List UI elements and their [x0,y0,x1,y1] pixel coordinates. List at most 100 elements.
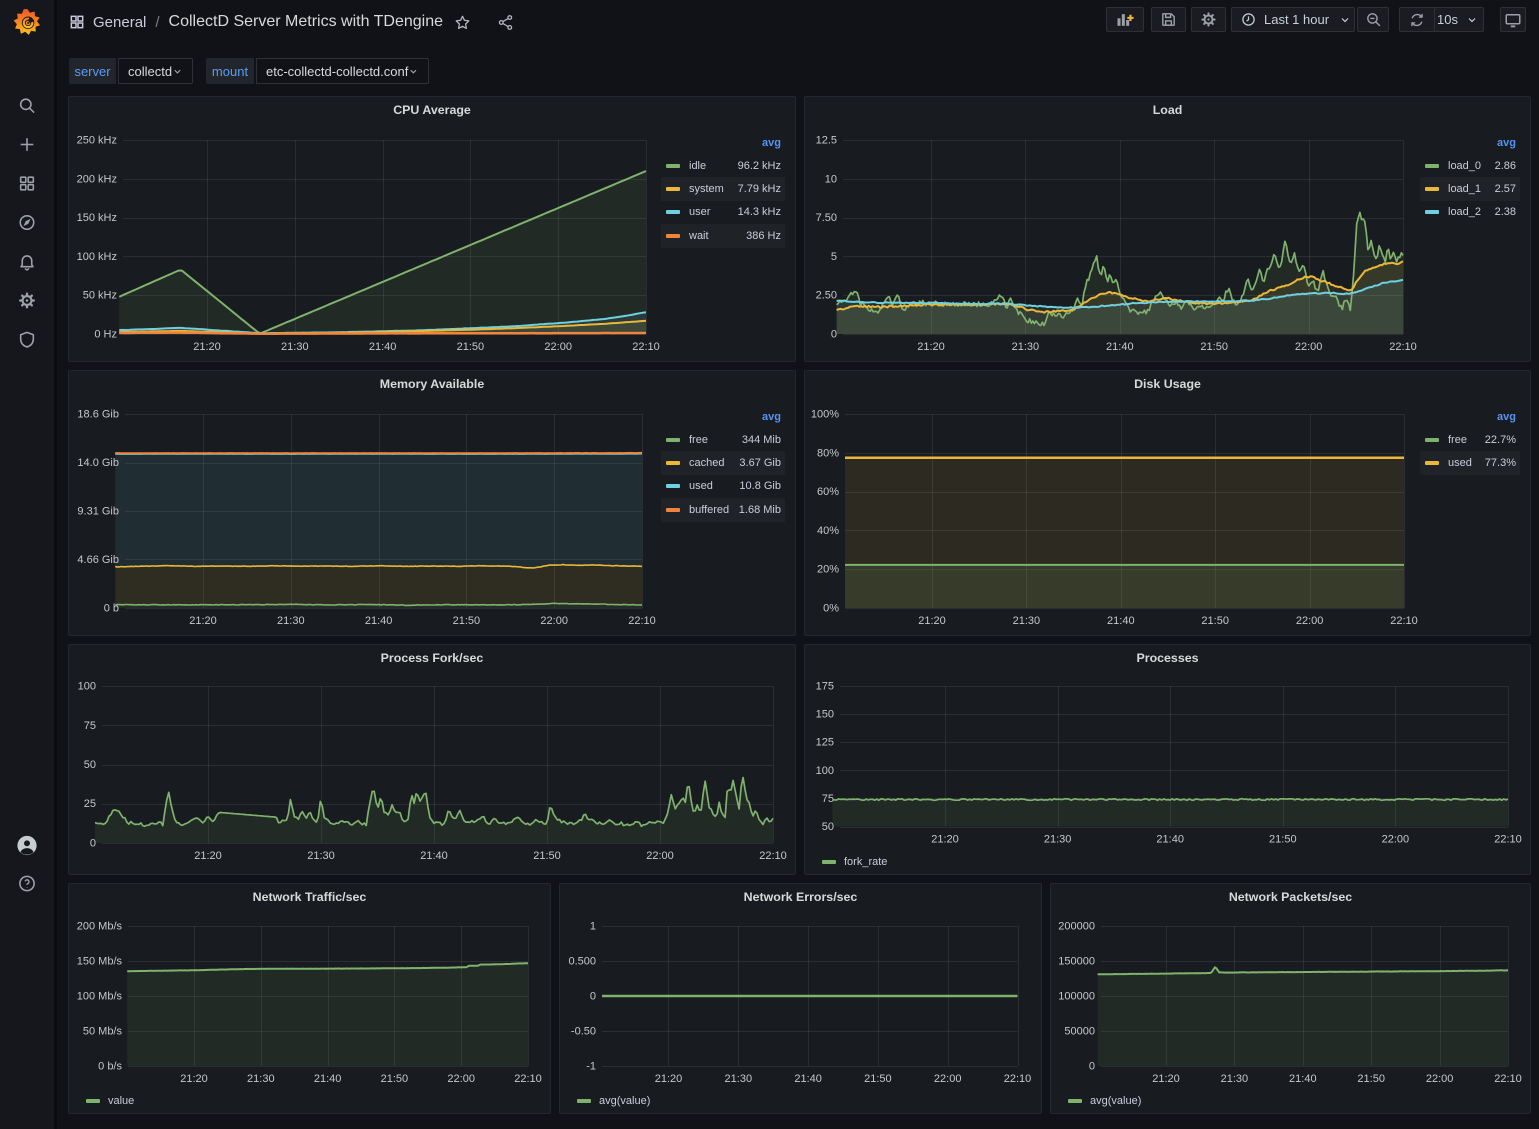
svg-text:22:00: 22:00 [934,1073,962,1085]
svg-text:2.50: 2.50 [816,290,837,302]
svg-text:40%: 40% [817,525,839,537]
svg-text:21:40: 21:40 [1106,341,1134,353]
svg-text:50 kHz: 50 kHz [83,290,117,302]
svg-text:21:20: 21:20 [918,615,946,627]
svg-text:100 kHz: 100 kHz [77,251,117,263]
svg-text:0 b/s: 0 b/s [98,1061,122,1073]
svg-text:150 Mb/s: 150 Mb/s [77,956,123,968]
svg-text:21:40: 21:40 [314,1073,342,1085]
svg-text:21:20: 21:20 [1152,1073,1180,1085]
svg-text:50: 50 [84,759,96,771]
svg-text:25: 25 [84,798,96,810]
svg-text:21:40: 21:40 [1107,615,1135,627]
svg-text:18.6 Gib: 18.6 Gib [77,409,119,421]
svg-text:22:00: 22:00 [1295,341,1323,353]
svg-text:21:50: 21:50 [1269,834,1297,846]
svg-text:21:20: 21:20 [931,834,959,846]
svg-text:21:30: 21:30 [307,850,335,862]
svg-text:21:40: 21:40 [369,341,397,353]
svg-text:100000: 100000 [1058,991,1095,1003]
svg-text:21:30: 21:30 [247,1073,275,1085]
svg-text:21:50: 21:50 [533,850,561,862]
svg-text:22:10: 22:10 [759,850,787,862]
svg-text:21:50: 21:50 [1201,615,1229,627]
svg-text:22:00: 22:00 [540,615,568,627]
svg-text:4.66 Gib: 4.66 Gib [77,554,119,566]
svg-text:21:20: 21:20 [180,1073,208,1085]
svg-text:0: 0 [1089,1061,1095,1073]
svg-text:250 kHz: 250 kHz [77,135,117,147]
svg-text:22:00: 22:00 [1426,1073,1454,1085]
svg-text:22:10: 22:10 [1389,341,1417,353]
svg-text:175: 175 [816,681,834,693]
svg-text:22:10: 22:10 [1390,615,1418,627]
svg-text:100: 100 [816,765,834,777]
svg-text:22:00: 22:00 [544,341,572,353]
svg-text:150000: 150000 [1058,956,1095,968]
svg-text:22:10: 22:10 [1494,834,1522,846]
svg-text:-0.50: -0.50 [571,1026,596,1038]
svg-text:0: 0 [590,991,596,1003]
svg-text:0 Hz: 0 Hz [94,329,117,341]
svg-text:21:40: 21:40 [365,615,393,627]
svg-text:14.0 Gib: 14.0 Gib [77,457,119,469]
svg-text:22:10: 22:10 [514,1073,542,1085]
svg-text:80%: 80% [817,447,839,459]
svg-text:50: 50 [822,821,834,833]
svg-text:21:20: 21:20 [193,341,221,353]
svg-text:200000: 200000 [1058,921,1095,933]
svg-text:5: 5 [831,251,837,263]
svg-text:22:10: 22:10 [632,341,660,353]
svg-text:0.500: 0.500 [568,956,596,968]
svg-text:100 Mb/s: 100 Mb/s [77,991,123,1003]
svg-text:21:30: 21:30 [1221,1073,1249,1085]
svg-text:1: 1 [590,921,596,933]
svg-text:0: 0 [90,838,96,850]
svg-text:21:20: 21:20 [917,341,945,353]
svg-text:150: 150 [816,709,834,721]
svg-text:200 kHz: 200 kHz [77,173,117,185]
svg-text:21:50: 21:50 [1357,1073,1385,1085]
svg-text:21:40: 21:40 [420,850,448,862]
svg-text:22:00: 22:00 [1382,834,1410,846]
svg-text:21:30: 21:30 [281,341,309,353]
svg-text:21:40: 21:40 [794,1073,822,1085]
svg-text:20%: 20% [817,564,839,576]
svg-text:125: 125 [816,737,834,749]
svg-text:7.50: 7.50 [816,212,837,224]
svg-text:21:20: 21:20 [655,1073,683,1085]
svg-text:21:50: 21:50 [457,341,485,353]
svg-text:75: 75 [84,720,96,732]
svg-text:21:40: 21:40 [1156,834,1184,846]
svg-text:0 b: 0 b [104,603,119,615]
svg-text:100: 100 [78,681,96,693]
svg-text:50 Mb/s: 50 Mb/s [83,1026,123,1038]
svg-text:21:30: 21:30 [277,615,305,627]
svg-text:21:30: 21:30 [1012,341,1040,353]
svg-text:-1: -1 [586,1061,596,1073]
svg-text:22:00: 22:00 [1296,615,1324,627]
svg-text:21:30: 21:30 [1044,834,1072,846]
svg-text:60%: 60% [817,486,839,498]
svg-text:22:00: 22:00 [447,1073,475,1085]
svg-text:21:20: 21:20 [189,615,217,627]
svg-text:21:50: 21:50 [864,1073,892,1085]
svg-text:50000: 50000 [1064,1026,1095,1038]
svg-text:21:40: 21:40 [1289,1073,1317,1085]
svg-text:22:00: 22:00 [646,850,674,862]
svg-text:0%: 0% [823,603,839,615]
svg-text:21:30: 21:30 [1013,615,1041,627]
svg-text:75: 75 [822,793,834,805]
svg-text:22:10: 22:10 [1494,1073,1522,1085]
svg-text:21:30: 21:30 [725,1073,753,1085]
svg-text:21:50: 21:50 [453,615,481,627]
svg-text:12.5: 12.5 [816,135,837,147]
svg-text:21:50: 21:50 [381,1073,409,1085]
svg-text:22:10: 22:10 [1004,1073,1032,1085]
svg-text:21:50: 21:50 [1200,341,1228,353]
svg-text:150 kHz: 150 kHz [77,212,117,224]
svg-text:22:10: 22:10 [628,615,656,627]
svg-text:100%: 100% [811,409,839,421]
svg-text:200 Mb/s: 200 Mb/s [77,921,123,933]
svg-text:0: 0 [831,329,837,341]
